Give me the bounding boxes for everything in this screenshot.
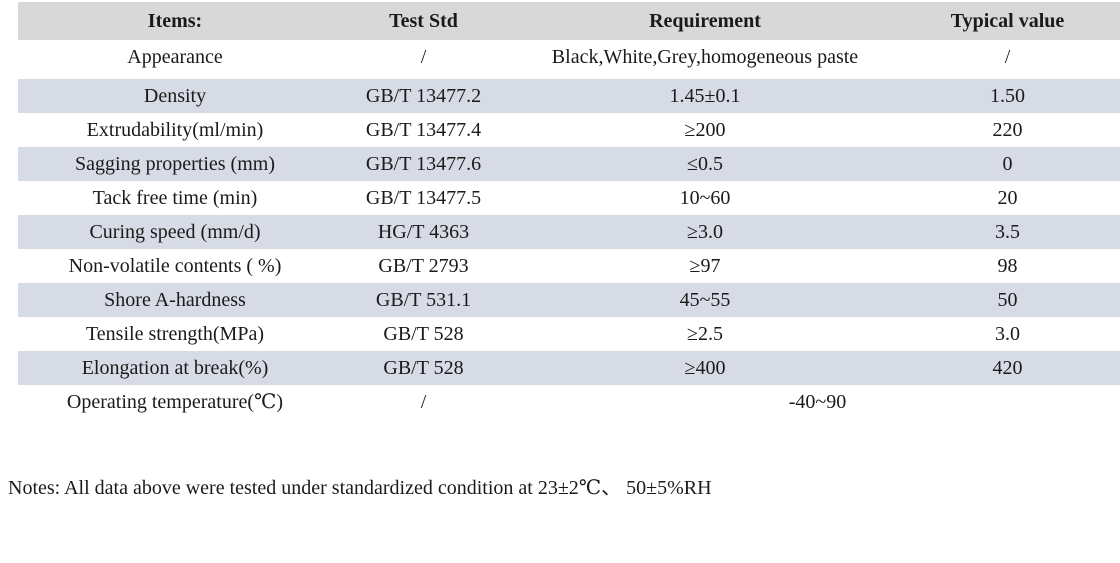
cell-item: Sagging properties (mm) [18,147,332,181]
cell-typical: 3.5 [895,215,1120,249]
cell-requirement: 45~55 [515,283,895,317]
cell-requirement: ≤0.5 [515,147,895,181]
cell-item: Appearance [127,46,223,68]
column-header-items: Items: [18,2,332,40]
cell-requirement: 1.45±0.1 [515,79,895,113]
column-header-typical: Typical value [895,2,1120,40]
spec-table: Items: Test Std Requirement Typical valu… [18,2,1120,419]
cell-item: Tensile strength(MPa) [85,323,264,345]
cell-requirement: ≥200 [684,119,726,141]
cell-item: Non-volatile contents ( %) [68,255,282,277]
table-row: Extrudability(ml/min) GB/T 13477.4 ≥200 … [18,113,1120,147]
table-row: Sagging properties (mm) GB/T 13477.6 ≤0.… [18,147,1120,181]
cell-requirement: ≥97 [689,255,721,277]
cell-typical: 3.0 [995,323,1020,345]
header-row: Items: Test Std Requirement Typical valu… [18,2,1120,40]
cell-std: GB/T 528 [332,351,515,385]
cell-item: Elongation at break(%) [18,351,332,385]
table-row: Density GB/T 13477.2 1.45±0.1 1.50 [18,79,1120,113]
cell-item: Curing speed (mm/d) [18,215,332,249]
table-row: Operating temperature(℃) / -40~90 [18,385,1120,419]
table-row: Curing speed (mm/d) HG/T 4363 ≥3.0 3.5 [18,215,1120,249]
cell-requirement: 10~60 [679,187,731,209]
cell-item: Density [18,79,332,113]
cell-typical: 1.50 [895,79,1120,113]
cell-typical: 420 [895,351,1120,385]
cell-requirement: ≥3.0 [515,215,895,249]
notes: Notes: All data above were tested under … [8,477,712,499]
table-row: Shore A-hardness GB/T 531.1 45~55 50 [18,283,1120,317]
cell-std: GB/T 2793 [378,255,469,277]
cell-requirement: ≥400 [515,351,895,385]
cell-requirement: ≥2.5 [687,323,723,345]
cell-std: HG/T 4363 [332,215,515,249]
table-row: Elongation at break(%) GB/T 528 ≥400 420 [18,351,1120,385]
cell-item: Tack free time (min) [92,187,258,209]
table-row: Appearance / Black,White,Grey,homogeneou… [18,40,1120,79]
cell-requirement: Black,White,Grey,homogeneous paste [551,46,859,68]
cell-std: GB/T 531.1 [332,283,515,317]
table-row: Tensile strength(MPa) GB/T 528 ≥2.5 3.0 [18,317,1120,351]
cell-requirement: -40~90 [788,391,847,413]
cell-typical: / [1004,46,1011,68]
cell-typical: 20 [997,187,1018,209]
cell-typical: 0 [895,147,1120,181]
cell-item: Operating temperature(℃) [66,391,284,413]
cell-std: / [420,391,427,413]
cell-std: / [420,46,427,68]
cell-std: GB/T 13477.5 [365,187,482,209]
column-header-std: Test Std [332,2,515,40]
cell-item: Shore A-hardness [18,283,332,317]
cell-std: GB/T 13477.2 [332,79,515,113]
table-row: Non-volatile contents ( %) GB/T 2793 ≥97… [18,249,1120,283]
cell-item: Extrudability(ml/min) [86,119,264,141]
cell-typical: 220 [992,119,1023,141]
cell-typical: 50 [895,283,1120,317]
cell-std: GB/T 13477.4 [365,119,482,141]
cell-std: GB/T 528 [383,323,464,345]
cell-typical: 98 [997,255,1018,277]
column-header-req: Requirement [515,2,895,40]
cell-std: GB/T 13477.6 [332,147,515,181]
table-row: Tack free time (min) GB/T 13477.5 10~60 … [18,181,1120,215]
